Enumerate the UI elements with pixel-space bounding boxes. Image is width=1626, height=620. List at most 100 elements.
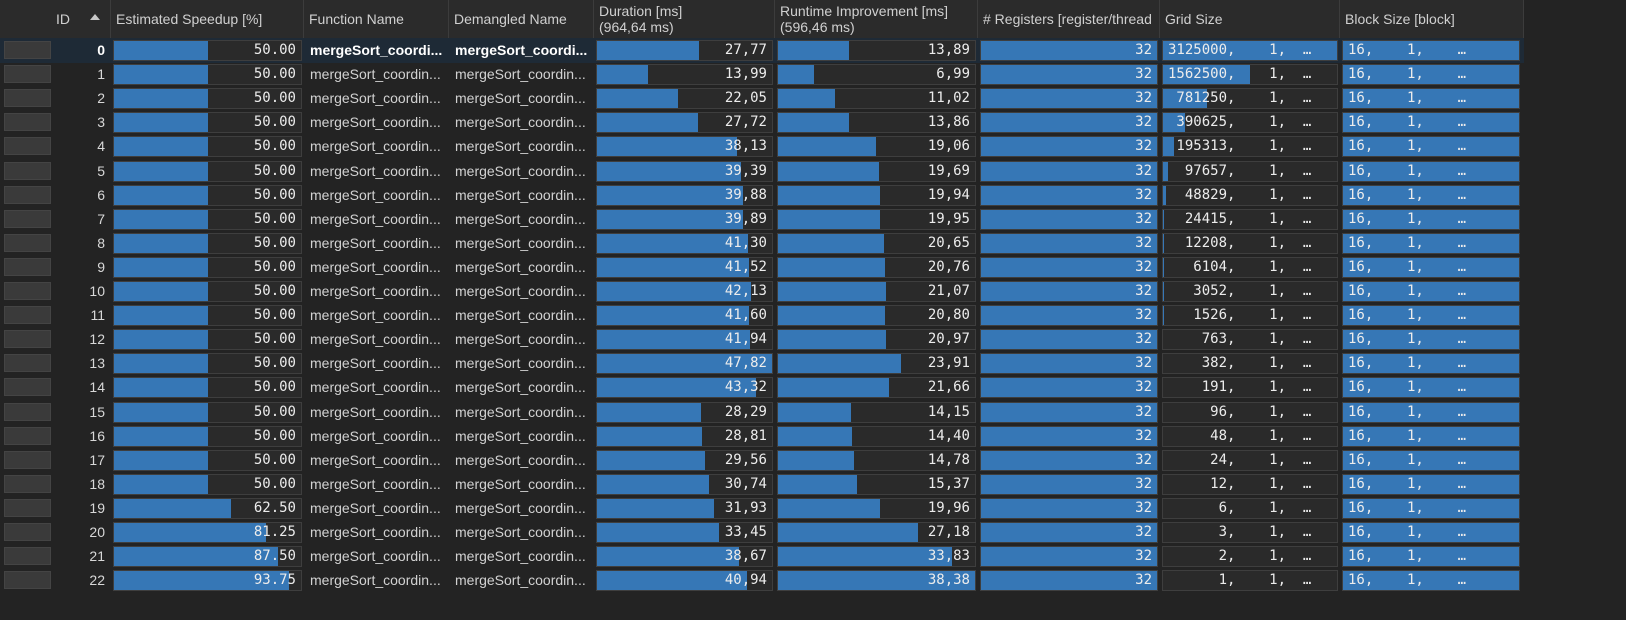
column-header-duration[interactable]: Duration [ms] (964,64 ms) [594,0,775,38]
row-id: 2 [97,90,105,106]
row-id: 16 [89,428,105,444]
column-header-demangled[interactable]: Demangled Name [449,0,594,38]
row-header[interactable] [4,451,51,469]
duration-cell: 38,67 [596,546,773,567]
row-header[interactable] [4,475,51,493]
speedup-bar [114,330,208,349]
table-row[interactable]: 10 50.00 mergeSort_coordin... mergeSort_coo… [0,279,1626,304]
row-header[interactable] [4,499,51,517]
row-header[interactable] [4,113,51,131]
row-header[interactable] [4,378,51,396]
demangled-name: mergeSort_coordin... [455,235,586,251]
speedup-value: 50.00 [253,163,296,179]
duration-cell: 29,56 [596,450,773,471]
column-header-speedup[interactable]: Estimated Speedup [%] [111,0,304,38]
column-header-function-label: Function Name [309,11,404,27]
table-row[interactable]: 13 50.00 mergeSort_coordin... mergeSort_coo… [0,351,1626,376]
registers-cell: 32 [980,40,1158,61]
row-header[interactable] [4,89,51,107]
demangled-name: mergeSort_coordin... [455,452,586,468]
speedup-cell: 50.00 [113,233,302,254]
grid-size-value: 3052, 1, … [1168,283,1312,299]
row-header[interactable] [4,65,51,83]
table-row[interactable]: 7 50.00 mergeSort_coordin... mergeSort_coor… [0,207,1626,232]
registers-value: 32 [1135,163,1152,179]
speedup-value: 50.00 [253,404,296,420]
row-header[interactable] [4,403,51,421]
row-header[interactable] [4,354,51,372]
runtime-improvement-value: 38,38 [927,572,970,588]
table-row[interactable]: 16 50.00 mergeSort_coordin... mergeSort_coo… [0,424,1626,449]
speedup-cell: 50.00 [113,426,302,447]
speedup-cell: 50.00 [113,450,302,471]
table-row[interactable]: 18 50.00 mergeSort_coordin... mergeSort_coo… [0,472,1626,497]
duration-value: 47,82 [724,355,767,371]
grid-size-bar [1163,65,1250,84]
row-id: 8 [97,235,105,251]
table-row[interactable]: 8 50.00 mergeSort_coordin... mergeSort_coor… [0,231,1626,256]
table-row[interactable]: 1 50.00 mergeSort_coordin... mergeSort_coor… [0,62,1626,87]
row-header[interactable] [4,210,51,228]
table-row[interactable]: 22 93.75 mergeSort_coordin... mergeSort_coo… [0,568,1626,593]
registers-value: 32 [1135,548,1152,564]
row-id: 22 [89,572,105,588]
duration-value: 38,67 [724,548,767,564]
duration-cell: 38,13 [596,136,773,157]
block-size-cell: 16, 1, … [1342,570,1520,591]
table-row[interactable]: 6 50.00 mergeSort_coordin... mergeSort_coor… [0,183,1626,208]
grid-size-cell: 3, 1, … [1162,522,1338,543]
row-header[interactable] [4,137,51,155]
table-row[interactable]: 17 50.00 mergeSort_coordin... mergeSort_coo… [0,448,1626,473]
speedup-value: 50.00 [253,355,296,371]
speedup-value: 50.00 [253,259,296,275]
grid-size-cell: 48829, 1, … [1162,185,1338,206]
row-header[interactable] [4,571,51,589]
block-size-cell: 16, 1, … [1342,377,1520,398]
table-header: ID Estimated Speedup [%] Function Name D… [0,0,1626,39]
table-row[interactable]: 21 87.50 mergeSort_coordin... mergeSort_coo… [0,544,1626,569]
table-row[interactable]: 14 50.00 mergeSort_coordin... mergeSort_coo… [0,375,1626,400]
table-row[interactable]: 11 50.00 mergeSort_coordin... mergeSort_coo… [0,303,1626,328]
row-header[interactable] [4,234,51,252]
block-size-value: 16, 1, … [1348,379,1467,395]
column-header-runtime[interactable]: Runtime Improvement [ms] (596,46 ms) [775,0,978,38]
table-row[interactable]: 15 50.00 mergeSort_coordin... mergeSort_coo… [0,400,1626,425]
row-header[interactable] [4,547,51,565]
table-row[interactable]: 2 50.00 mergeSort_coordin... mergeSort_coor… [0,86,1626,111]
grid-size-cell: 763, 1, … [1162,329,1338,350]
table-row[interactable]: 12 50.00 mergeSort_coordin... mergeSort_coo… [0,327,1626,352]
row-header[interactable] [4,186,51,204]
row-header[interactable] [4,306,51,324]
demangled-name: mergeSort_coordin... [455,524,586,540]
table-row[interactable]: 3 50.00 mergeSort_coordin... mergeSort_coor… [0,110,1626,135]
table-row[interactable]: 20 81.25 mergeSort_coordin... mergeSort_coo… [0,520,1626,545]
row-header[interactable] [4,330,51,348]
grid-size-cell: 1526, 1, … [1162,305,1338,326]
table-row[interactable]: 5 50.00 mergeSort_coordin... mergeSort_coor… [0,159,1626,184]
column-header-function[interactable]: Function Name [304,0,449,38]
row-header[interactable] [4,427,51,445]
registers-cell: 32 [980,209,1158,230]
speedup-cell: 50.00 [113,64,302,85]
row-header[interactable] [4,523,51,541]
column-header-id[interactable]: ID [51,0,111,38]
table-row[interactable]: 19 62.50 mergeSort_coordin... mergeSort_coo… [0,496,1626,521]
duration-bar [597,258,749,277]
speedup-cell: 50.00 [113,88,302,109]
column-header-block[interactable]: Block Size [block] [1340,0,1524,38]
grid-size-value: 191, 1, … [1168,379,1312,395]
row-header[interactable] [4,41,51,59]
column-header-registers[interactable]: # Registers [register/thread [978,0,1160,38]
speedup-cell: 50.00 [113,209,302,230]
block-size-value: 16, 1, … [1348,331,1467,347]
speedup-bar [114,210,208,229]
table-row[interactable]: 0 50.00 mergeSort_coordi... mergeSort_coord… [0,38,1626,63]
table-row[interactable]: 9 50.00 mergeSort_coordin... mergeSort_coor… [0,255,1626,280]
row-header[interactable] [4,282,51,300]
row-header[interactable] [4,162,51,180]
row-header[interactable] [4,258,51,276]
column-header-grid[interactable]: Grid Size [1160,0,1340,38]
speedup-bar [114,427,208,446]
table-row[interactable]: 4 50.00 mergeSort_coordin... mergeSort_coor… [0,134,1626,159]
row-id: 11 [90,307,105,323]
